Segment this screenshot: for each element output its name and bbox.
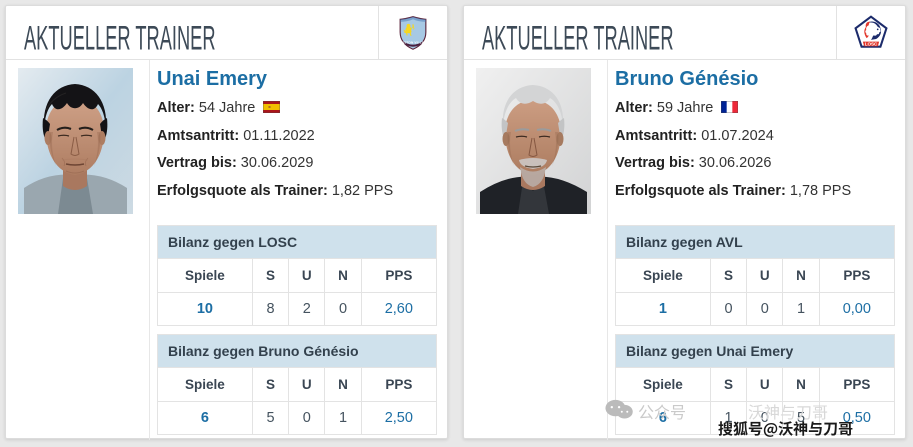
svg-text:LOSC: LOSC <box>864 41 877 46</box>
svg-text:ASTON VILLA: ASTON VILLA <box>401 40 424 44</box>
